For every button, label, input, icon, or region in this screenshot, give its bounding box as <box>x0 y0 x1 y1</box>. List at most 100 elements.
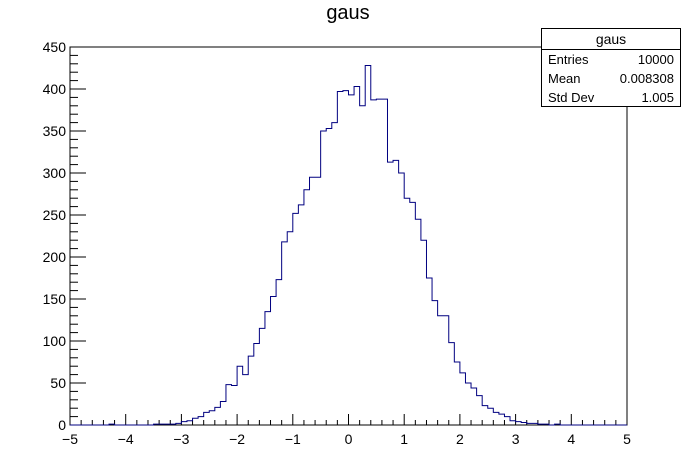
histogram-bin <box>354 86 360 425</box>
histogram-bin <box>410 202 416 425</box>
histogram-bin <box>310 177 316 425</box>
histogram-bin <box>488 408 494 425</box>
histogram-bin <box>271 296 277 425</box>
histogram-bin <box>259 328 265 425</box>
histogram-bin <box>454 362 460 425</box>
chart-title: gaus <box>326 2 370 24</box>
y-tick-label: 150 <box>43 291 67 307</box>
histogram-bin <box>521 422 527 425</box>
histogram-bin <box>365 65 371 425</box>
histogram-bin <box>387 162 393 425</box>
histogram-bin <box>265 312 271 425</box>
histogram-bin <box>321 131 327 425</box>
histogram-bin <box>532 423 538 425</box>
histogram-bin <box>426 278 432 425</box>
y-tick-label: 400 <box>43 81 67 97</box>
histogram-bin <box>543 424 549 425</box>
stats-label: Mean <box>548 71 581 86</box>
histogram-bin <box>499 414 505 425</box>
histogram-bin <box>248 356 254 425</box>
histogram-bin <box>393 160 399 425</box>
stats-value: 0.008308 <box>619 71 674 86</box>
histogram-bin <box>443 316 449 425</box>
histogram-bin <box>215 407 221 425</box>
histogram-bin <box>555 424 561 425</box>
histogram-bin <box>460 373 466 425</box>
histogram-bin <box>181 422 187 425</box>
histogram-bin <box>399 173 405 425</box>
histogram-bin <box>449 343 455 425</box>
y-tick-label: 300 <box>43 165 67 181</box>
histogram-bin <box>527 423 533 425</box>
histogram-bin <box>170 424 176 425</box>
y-tick-label: 50 <box>50 375 66 391</box>
histogram-bin <box>404 198 410 425</box>
histogram-bin <box>232 386 238 425</box>
histogram-bin <box>516 422 522 425</box>
histogram-bin <box>510 421 516 425</box>
histogram-bin <box>332 123 338 425</box>
x-tick-label: −2 <box>229 431 245 447</box>
y-tick-label: 200 <box>43 249 67 265</box>
histogram-bin <box>209 411 215 425</box>
histogram-bin <box>187 421 193 425</box>
histogram-bin <box>176 423 182 425</box>
histogram-bin <box>493 412 499 425</box>
histogram-bin <box>326 128 332 425</box>
histogram-bin <box>193 418 199 425</box>
x-tick-label: 2 <box>456 431 464 447</box>
histogram-bin <box>254 344 260 425</box>
stats-row-mean: Mean 0.008308 <box>542 69 680 88</box>
y-tick-label: 450 <box>43 39 67 55</box>
histogram-bin <box>415 219 421 425</box>
stats-row-stddev: Std Dev 1.005 <box>542 88 680 107</box>
histogram-bin <box>504 417 510 425</box>
histogram-bin <box>198 417 204 425</box>
histogram-bin <box>304 190 310 425</box>
histogram-bin <box>287 232 293 425</box>
histogram-bin <box>243 375 249 425</box>
x-tick-label: −3 <box>173 431 189 447</box>
histogram-bin <box>154 424 160 425</box>
histogram-bin <box>109 424 115 425</box>
histogram-bin <box>477 396 483 425</box>
x-tick-label: 3 <box>512 431 520 447</box>
x-tick-label: −1 <box>285 431 301 447</box>
histogram-bin <box>482 406 488 425</box>
histogram-bin <box>276 280 282 425</box>
y-tick-label: 100 <box>43 333 67 349</box>
histogram-bin <box>165 424 171 425</box>
stats-box-title: gaus <box>542 29 680 50</box>
histogram-outline <box>70 64 627 426</box>
stats-row-entries: Entries 10000 <box>542 50 680 69</box>
histogram-bin <box>382 99 388 425</box>
histogram-bin <box>349 95 355 425</box>
histogram-bin <box>465 383 471 425</box>
histogram-bin <box>432 301 438 425</box>
histogram-bin <box>343 91 349 425</box>
y-tick-label: 250 <box>43 207 67 223</box>
histogram-bin <box>421 240 427 425</box>
histogram-bin <box>204 412 210 425</box>
y-tick-label: 0 <box>58 417 66 433</box>
stats-label: Std Dev <box>548 90 595 105</box>
histogram-bin <box>376 99 382 425</box>
stats-value: 10000 <box>637 52 674 67</box>
x-tick-label: −4 <box>118 431 134 447</box>
histogram-bin <box>471 388 477 425</box>
x-tick-label: 0 <box>345 431 353 447</box>
histogram-bin <box>315 177 321 425</box>
histogram-bin <box>538 424 544 425</box>
histogram-bin <box>226 385 232 425</box>
histogram-bin <box>293 213 299 425</box>
histogram-bin <box>220 401 226 425</box>
histogram-bin <box>337 92 343 425</box>
x-tick-label: 1 <box>400 431 408 447</box>
x-tick-label: 4 <box>567 431 575 447</box>
histogram-bin <box>298 205 304 425</box>
x-tick-label: −5 <box>62 431 78 447</box>
stats-box: gaus Entries 10000 Mean 0.008308 Std Dev… <box>541 28 681 107</box>
x-tick-label: 5 <box>623 431 631 447</box>
histogram-bin <box>371 100 377 425</box>
